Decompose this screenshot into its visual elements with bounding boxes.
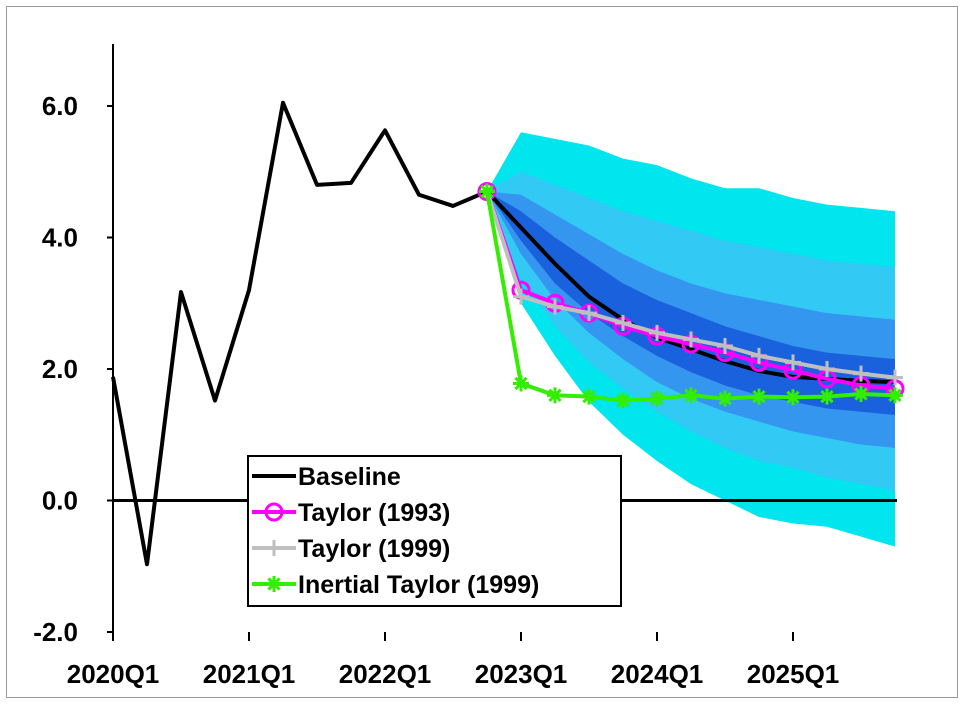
data-point	[819, 388, 835, 405]
data-point	[887, 369, 903, 386]
legend-label: Baseline	[298, 463, 401, 491]
data-point	[683, 331, 699, 348]
data-point	[683, 387, 699, 404]
legend-entry-baseline: Baseline	[252, 463, 401, 491]
x-tick-label: 2020Q1	[67, 659, 160, 689]
data-point	[581, 388, 597, 405]
series-baseline	[111, 100, 896, 567]
data-point	[547, 387, 563, 404]
legend: Baseline Taylor (1993) Taylor (1999) Inerti…	[247, 455, 622, 607]
series-inertial-taylor-1999	[479, 183, 903, 409]
data-point	[785, 389, 801, 406]
data-point	[649, 390, 665, 407]
legend-entry-taylor-1999: Taylor (1999)	[252, 535, 450, 563]
data-point	[887, 387, 903, 404]
legend-marker	[266, 540, 282, 556]
data-point	[717, 337, 733, 354]
series-lines	[111, 100, 905, 567]
data-point	[547, 298, 563, 315]
data-point	[819, 361, 835, 377]
data-point	[649, 324, 665, 341]
legend-label: Taylor (1999)	[298, 535, 450, 563]
legend-entry-inertial-taylor-1999: Inertial Taylor (1999)	[252, 571, 539, 599]
data-point	[853, 365, 869, 382]
series-line-baseline	[111, 100, 896, 567]
y-tick-label: 2.0	[42, 354, 78, 384]
x-tick-label: 2025Q1	[747, 659, 840, 689]
series-taylor-1999	[479, 183, 903, 386]
y-tick-label: 6.0	[42, 91, 78, 121]
x-axis: 2020Q1 2021Q1 2022Q1 2023Q1 2024Q1 2025Q1	[67, 499, 897, 689]
data-point	[853, 385, 869, 402]
x-tick-label: 2021Q1	[203, 659, 296, 689]
x-tick-label: 2024Q1	[611, 659, 704, 689]
legend-label: Inertial Taylor (1999)	[298, 571, 539, 599]
legend-label: Taylor (1993)	[298, 499, 450, 527]
y-axis: -2.0 0.0 2.0 4.0 6.0	[33, 44, 114, 647]
y-tick-label: -2.0	[33, 617, 78, 647]
data-point	[785, 354, 801, 371]
x-tick-label: 2023Q1	[475, 659, 568, 689]
data-point	[513, 375, 529, 392]
data-point	[581, 305, 597, 322]
data-point	[615, 392, 631, 409]
chart-frame	[6, 6, 958, 698]
data-point	[615, 314, 631, 331]
y-tick-label: 4.0	[42, 223, 78, 253]
x-tick-label: 2022Q1	[339, 659, 432, 689]
data-point	[751, 388, 767, 405]
data-point	[479, 183, 495, 200]
data-point	[751, 347, 767, 364]
data-point	[717, 390, 733, 407]
legend-box	[247, 455, 622, 607]
data-point	[513, 288, 529, 305]
y-tick-label: 0.0	[42, 486, 78, 516]
legend-entry-taylor-1993: Taylor (1993)	[252, 499, 450, 527]
legend-marker	[266, 576, 282, 592]
legend-marker	[264, 502, 284, 522]
